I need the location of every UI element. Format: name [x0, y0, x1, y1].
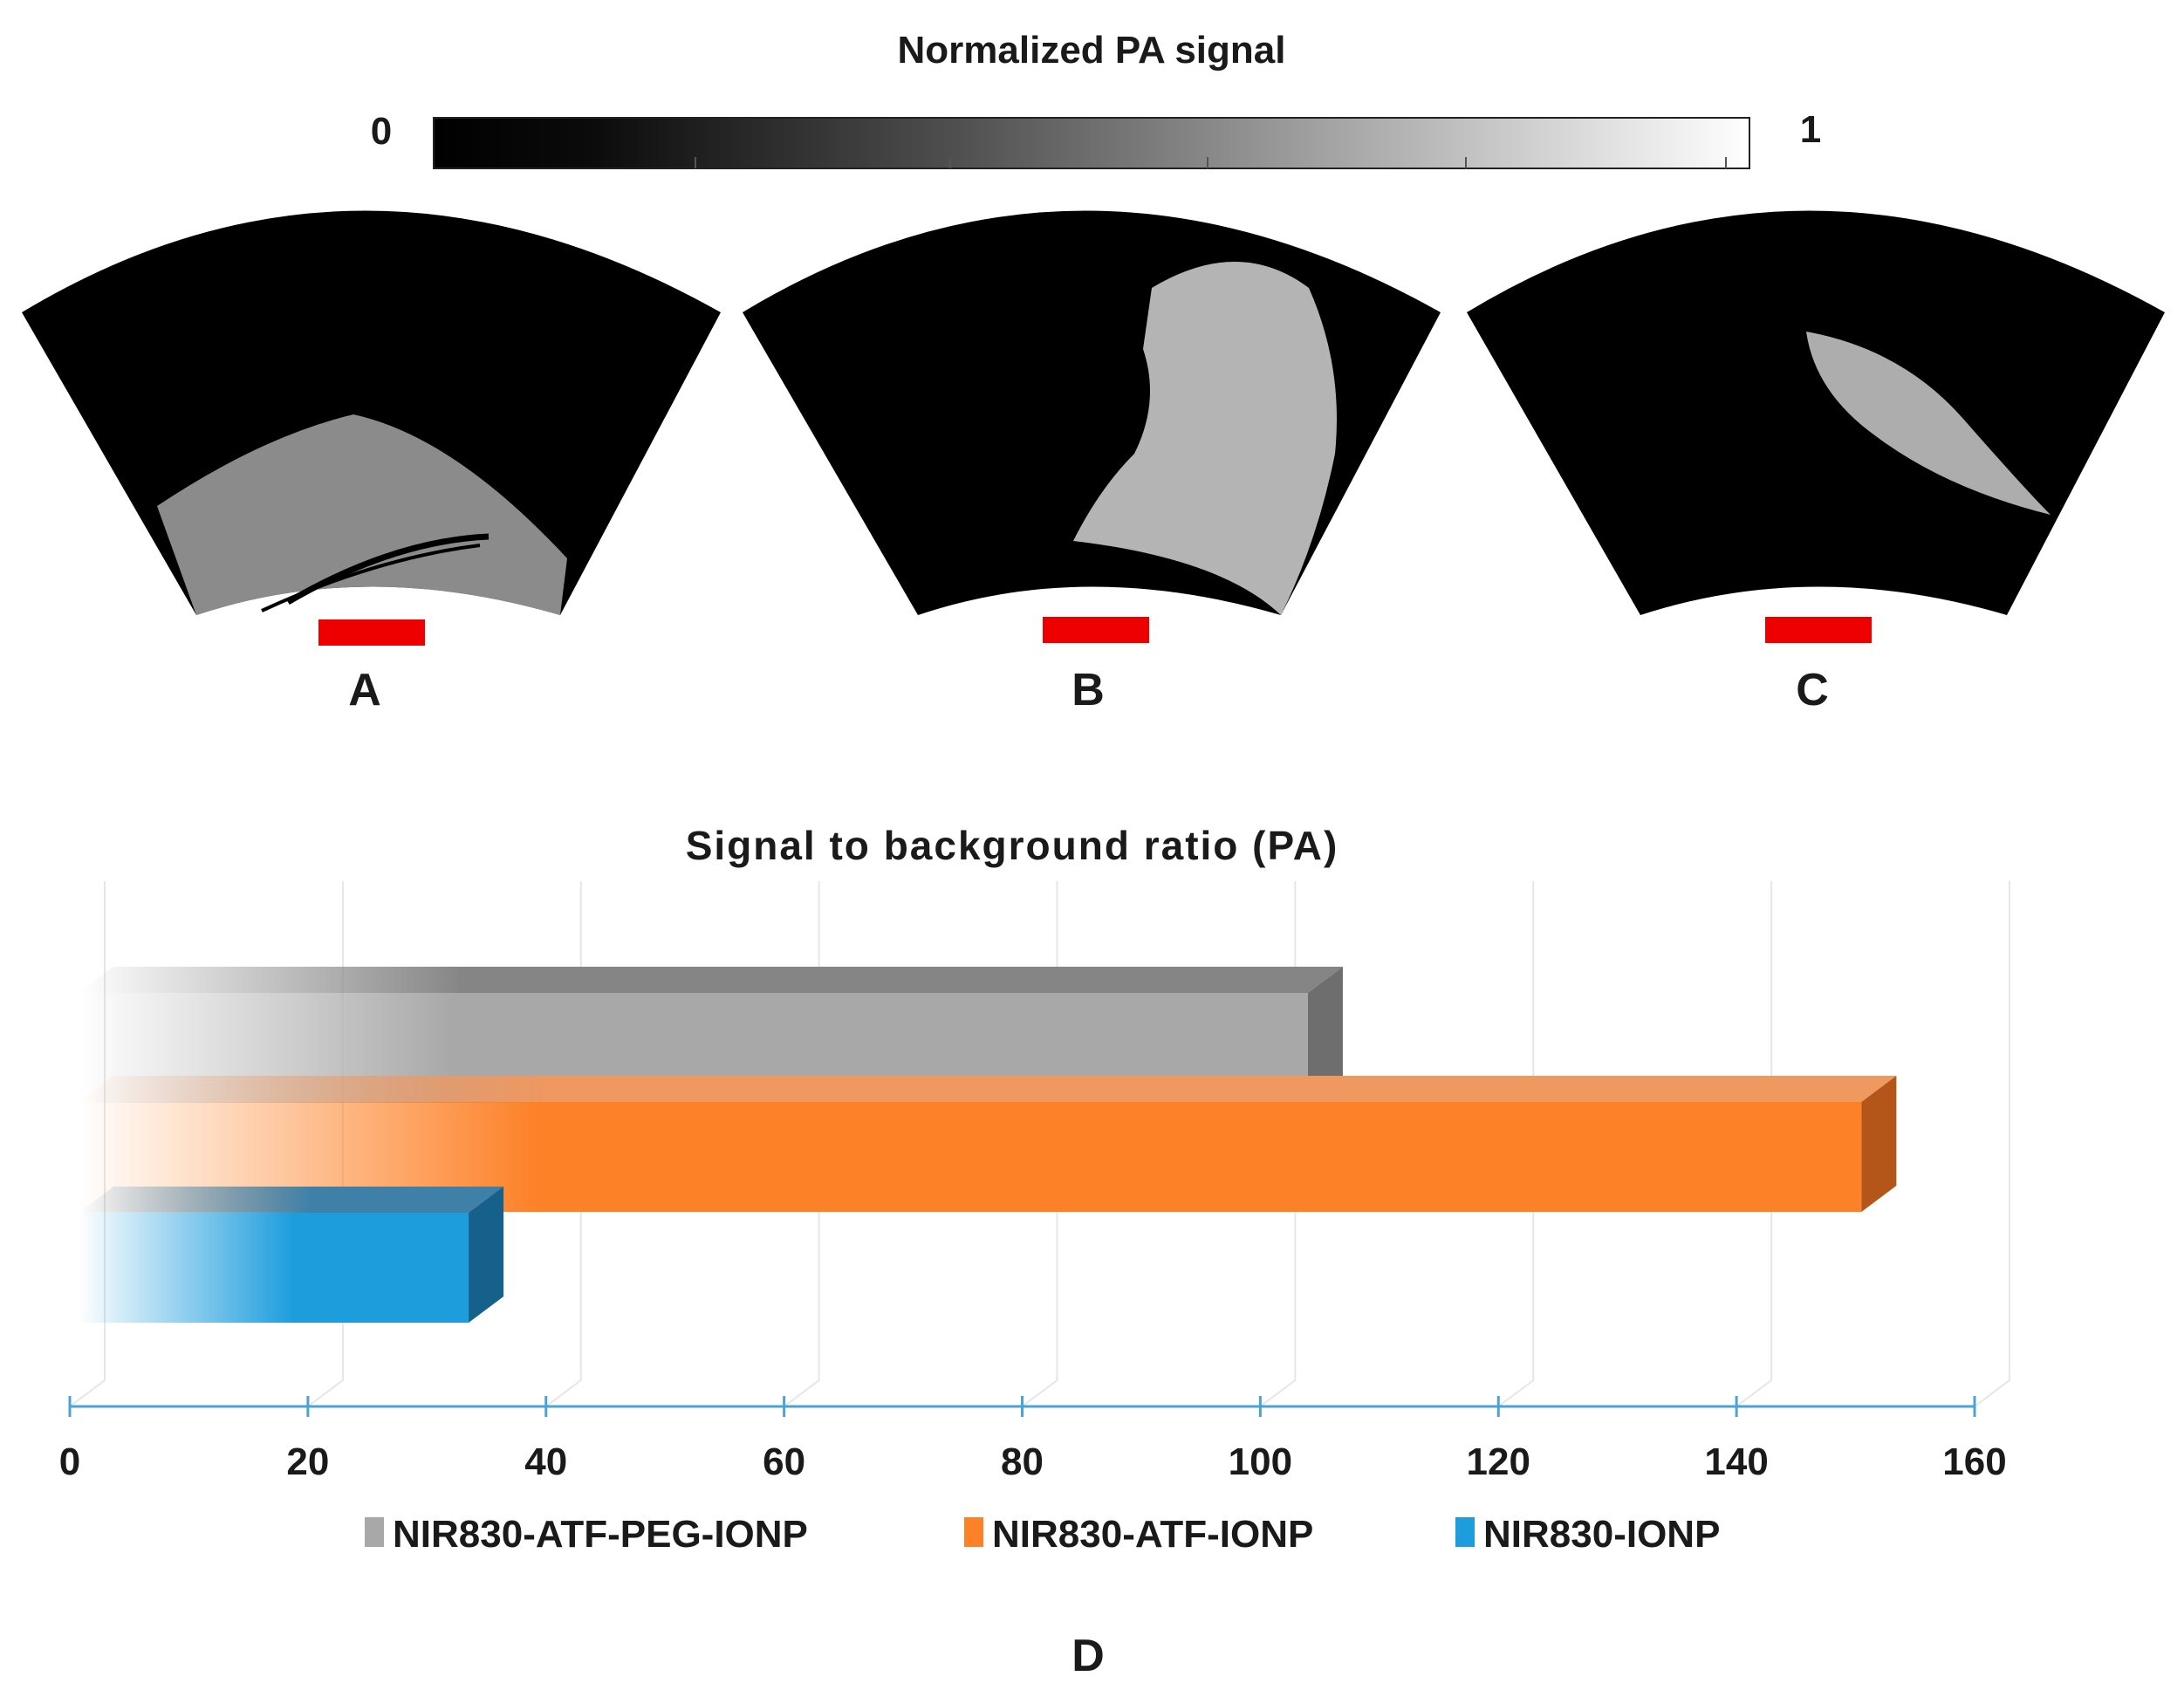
x-tick-label-100: 100: [1229, 1440, 1292, 1483]
panel-c-scale-bar: [1765, 617, 1872, 643]
bar-side-2: [469, 1187, 504, 1323]
bar-chart: 0 20 40 60 80 100 120 140 160 NIR830-ATF-PEG-IONP…: [59, 881, 2010, 1556]
bar-top-1: [79, 1076, 1897, 1102]
x-tick-label-160: 160: [1942, 1440, 2006, 1483]
colorbar-max-label: 1: [1800, 108, 1821, 151]
panel-a-scale-bar: [318, 619, 425, 646]
bar-top-0: [79, 967, 1343, 993]
bar-side-0: [1307, 967, 1343, 1103]
gridline-160: [1974, 881, 2010, 1407]
chart-title: Signal to background ratio (PA): [686, 823, 1339, 868]
legend-swatch-1: [964, 1517, 983, 1547]
legend-label-0: NIR830-ATF-PEG-IONP: [393, 1513, 808, 1556]
bar-NIR830-IONP: [79, 1213, 469, 1323]
gridline-120: [1497, 881, 1535, 1407]
legend-swatch-2: [1455, 1517, 1475, 1547]
legend-label-2: NIR830-IONP: [1483, 1513, 1720, 1556]
colorbar-min-label: 0: [371, 110, 392, 153]
bar-side-1: [1861, 1076, 1897, 1212]
panel-c-image: [1467, 210, 2165, 615]
legend-label-1: NIR830-ATF-IONP: [992, 1513, 1313, 1556]
x-tick-label-120: 120: [1467, 1440, 1530, 1483]
gridline-140: [1736, 881, 1773, 1407]
x-tick-label-80: 80: [1001, 1440, 1044, 1483]
bar-top-2: [79, 1187, 504, 1213]
panel-d-label: D: [1071, 1631, 1105, 1681]
x-tick-label-0: 0: [59, 1440, 80, 1483]
x-tick-label-20: 20: [286, 1440, 329, 1483]
panel-a-label: A: [348, 665, 381, 715]
colorbar: [433, 117, 1750, 169]
panel-b-image: [743, 210, 1441, 615]
panel-a-image: [22, 210, 721, 615]
colorbar-ticks: [695, 157, 1727, 168]
legend-swatch-0: [365, 1517, 384, 1547]
panel-b-scale-bar: [1043, 617, 1149, 643]
colorbar-title: Normalized PA signal: [898, 29, 1286, 72]
x-tick-label-40: 40: [524, 1440, 567, 1483]
x-tick-label-140: 140: [1704, 1440, 1768, 1483]
panel-b-label: B: [1071, 665, 1105, 715]
x-tick-label-60: 60: [763, 1440, 805, 1483]
panel-c-label: C: [1796, 665, 1829, 715]
